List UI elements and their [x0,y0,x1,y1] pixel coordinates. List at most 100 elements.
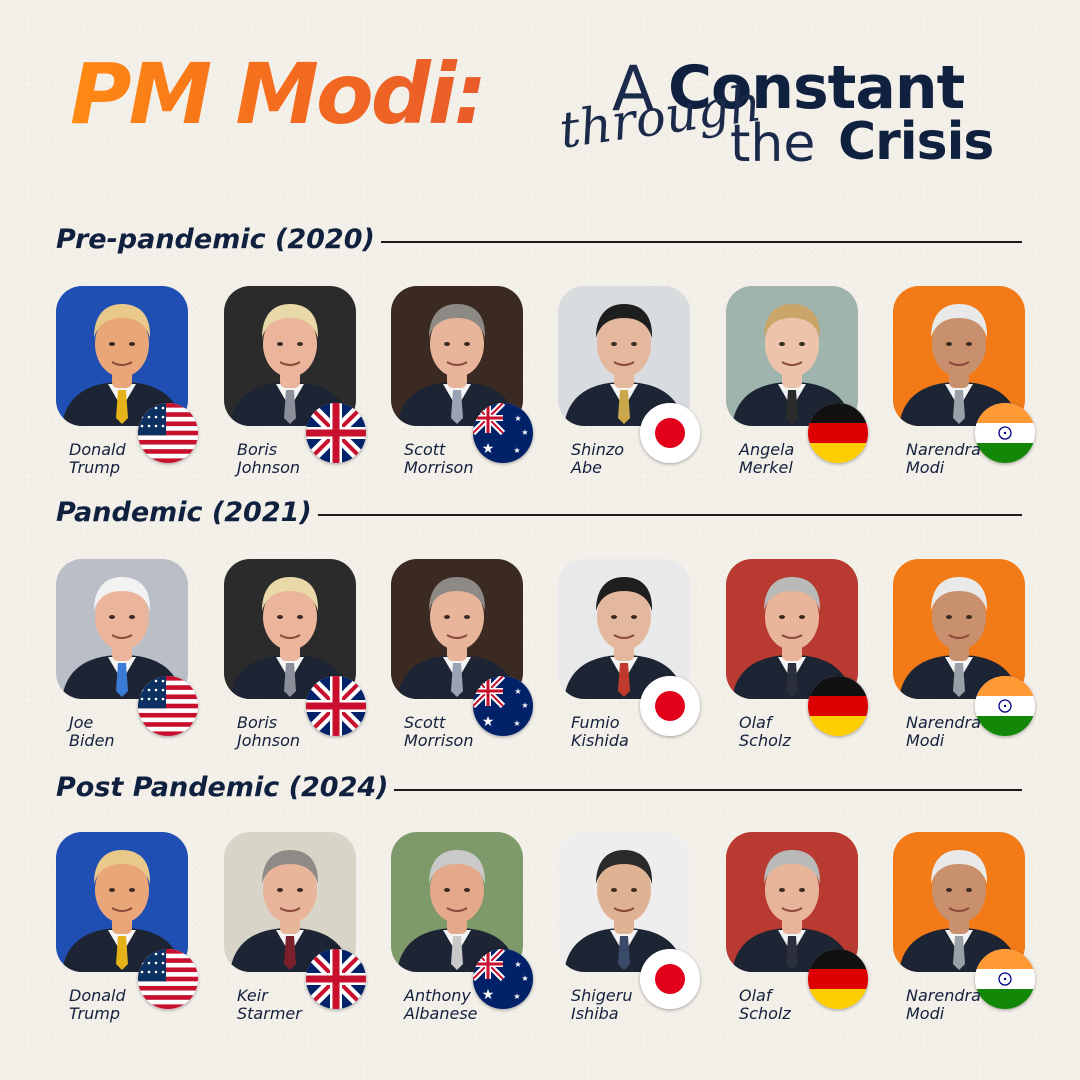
leader-card: Donald Trump [56,832,206,1027]
usa-flag-icon [138,403,198,463]
svg-text:★: ★ [513,446,520,455]
leader-last-name: Trump [69,458,120,477]
leader-last-name: Merkel [739,458,793,477]
leader-name: Scott Morrison [404,441,514,477]
svg-text:★: ★ [514,960,521,969]
svg-text:★: ★ [521,701,528,710]
leader-card: Fumio Kishida [558,559,708,754]
leader-name: Donald Trump [69,441,179,477]
leader-last-name: Johnson [237,731,301,750]
leader-name: Boris Johnson [237,441,347,477]
leader-card: Angela Merkel [726,286,876,481]
svg-text:★: ★ [482,987,495,1003]
japan-flag-icon [640,676,700,736]
leader-last-name: Modi [906,1004,945,1023]
leader-name: Keir Starmer [237,987,347,1023]
leader-portrait [893,832,1025,972]
title-a: A [612,52,655,125]
title-the: the [730,114,816,174]
leader-portrait [558,832,690,972]
leader-first-name: Scott [404,713,446,732]
leader-last-name: Morrison [404,731,474,750]
leader-card: Narendra Modi [893,286,1043,481]
leader-first-name: Narendra [906,440,981,459]
page-title: PM Modi: A Constant through the Crisis [0,0,1080,215]
leader-name: Narendra Modi [906,987,1016,1023]
leader-card: Keir Starmer [224,832,374,1027]
leader-card: Narendra Modi [893,832,1043,1027]
leader-first-name: Scott [404,440,446,459]
leader-card: ★ ★ ★ ★ Scott Morrison [391,286,541,481]
svg-text:★: ★ [482,714,495,730]
svg-text:★: ★ [513,719,520,728]
leader-portrait [391,832,523,972]
leader-portrait [558,559,690,699]
leader-name: Fumio Kishida [571,714,681,750]
leader-first-name: Olaf [739,986,772,1005]
leader-first-name: Narendra [906,986,981,1005]
usa-flag-icon [138,676,198,736]
leader-last-name: Modi [906,458,945,477]
leader-first-name: Boris [237,440,278,459]
section-header: Pre-pandemic (2020) [56,224,1022,255]
leader-last-name: Kishida [571,731,629,750]
leader-first-name: Keir [237,986,268,1005]
section-label: Pandemic (2021) [56,497,312,528]
leader-first-name: Shinzo [571,440,625,459]
leader-last-name: Starmer [237,1004,302,1023]
leader-card: Boris Johnson [224,286,374,481]
india-flag-icon [975,949,1035,1009]
leader-name: Boris Johnson [237,714,347,750]
leader-last-name: Abe [571,458,602,477]
leader-last-name: Scholz [739,1004,791,1023]
svg-text:★: ★ [521,428,528,437]
svg-text:★: ★ [482,441,495,457]
leader-last-name: Scholz [739,731,791,750]
leader-first-name: Donald [69,986,126,1005]
india-flag-icon [975,403,1035,463]
usa-flag-icon [138,949,198,1009]
leader-last-name: Albanese [404,1004,478,1023]
section-divider [380,240,1022,243]
leader-row: Joe Biden Boris Johnson [0,559,1080,759]
title-pm-modi: PM Modi: [70,45,487,143]
leader-name: Angela Merkel [739,441,849,477]
leader-card: Donald Trump [56,286,206,481]
leader-portrait [391,559,523,699]
section-label: Pre-pandemic (2020) [56,224,375,255]
leader-name: Joe Biden [69,714,179,750]
leader-first-name: Fumio [571,713,620,732]
leader-name: Narendra Modi [906,441,1016,477]
section-divider [317,513,1022,516]
leader-portrait [558,286,690,426]
uk-flag-icon [306,676,366,736]
leader-first-name: Anthony [404,986,471,1005]
leader-name: Anthony Albanese [404,987,514,1023]
leader-card: Shigeru Ishiba [558,832,708,1027]
leader-portrait [224,832,356,972]
leader-portrait [726,286,858,426]
leader-first-name: Donald [69,440,126,459]
leader-last-name: Johnson [237,458,301,477]
section-label: Post Pandemic (2024) [56,772,389,803]
section-divider [394,788,1022,791]
section-header: Post Pandemic (2024) [56,772,1022,803]
leader-card: Olaf Scholz [726,832,876,1027]
leader-card: Joe Biden [56,559,206,754]
leader-last-name: Ishiba [571,1004,619,1023]
germany-flag-icon [808,949,868,1009]
leader-row: Donald Trump Keir Starmer [0,832,1080,1032]
leader-card: Shinzo Abe [558,286,708,481]
germany-flag-icon [808,403,868,463]
leader-portrait [726,832,858,972]
leader-portrait [224,559,356,699]
leader-first-name: Angela [739,440,795,459]
svg-text:★: ★ [514,414,521,423]
leader-portrait [56,832,188,972]
title-crisis: Crisis [838,112,994,172]
leader-name: Shinzo Abe [571,441,681,477]
leader-card: Olaf Scholz [726,559,876,754]
leader-portrait [726,559,858,699]
leader-portrait [893,559,1025,699]
leader-last-name: Morrison [404,458,474,477]
